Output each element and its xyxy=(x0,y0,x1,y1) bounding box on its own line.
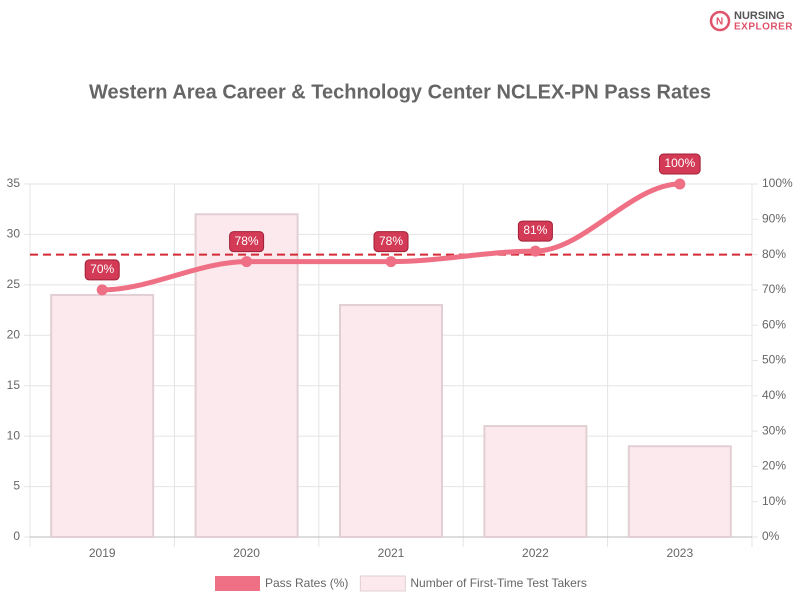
point xyxy=(385,256,397,268)
x-tick-label: 2022 xyxy=(522,546,549,560)
y2-tick-label: 90% xyxy=(762,211,786,225)
data-label-box xyxy=(84,259,120,281)
data-label-box xyxy=(229,231,265,253)
data-label-text: 78% xyxy=(235,234,259,248)
data-label-box xyxy=(658,153,701,175)
legend-label: Pass Rates (%) xyxy=(265,576,348,590)
bar xyxy=(50,293,155,539)
bar xyxy=(627,445,732,539)
y2-tick-label: 100% xyxy=(762,176,793,190)
y2-tick-label: 20% xyxy=(762,459,786,473)
legend-swatch xyxy=(359,575,406,592)
data-label-text: 70% xyxy=(90,262,114,276)
y2-tick-label: 80% xyxy=(762,247,786,261)
y-tick-label: 35 xyxy=(7,176,21,190)
chart-title: Western Area Career & Technology Center … xyxy=(89,81,711,103)
y2-tick-label: 0% xyxy=(762,529,780,543)
bar xyxy=(339,304,443,538)
legend-swatch xyxy=(215,576,260,591)
y-tick-label: 10 xyxy=(7,428,21,442)
data-label-text: 100% xyxy=(664,156,695,170)
y2-tick-label: 10% xyxy=(762,494,786,508)
logo-text: NURSING xyxy=(734,10,785,22)
logo: N NURSING EXPLORER xyxy=(709,10,793,33)
x-tick-label: 2021 xyxy=(378,546,405,560)
data-label: 100% xyxy=(658,153,701,175)
point xyxy=(674,178,686,190)
logo-icon xyxy=(709,10,731,32)
y-tick-label: 20 xyxy=(7,327,21,341)
data-label: 78% xyxy=(373,231,409,253)
bar xyxy=(483,425,588,538)
y2-tick-label: 70% xyxy=(762,282,786,296)
data-label-text: 81% xyxy=(523,223,547,237)
y2-tick-label: 60% xyxy=(762,317,786,331)
data-label: 78% xyxy=(229,231,265,253)
y-tick-label: 30 xyxy=(7,227,21,241)
y2-tick-label: 40% xyxy=(762,388,786,402)
x-tick-label: 2019 xyxy=(89,546,116,560)
point xyxy=(96,284,108,296)
data-label: 81% xyxy=(517,220,553,242)
y-tick-label: 0 xyxy=(13,529,20,543)
logo-icon-letter: N xyxy=(716,17,723,28)
y2-tick-label: 50% xyxy=(762,353,786,367)
y-tick-label: 5 xyxy=(13,479,20,493)
logo-text: EXPLORER xyxy=(734,22,793,33)
y-tick-label: 25 xyxy=(7,277,21,291)
data-label-box xyxy=(517,220,553,242)
point xyxy=(241,256,253,268)
x-tick-label: 2023 xyxy=(666,546,693,560)
point xyxy=(529,245,541,257)
legend: Pass Rates (%) Number of First-Time Test … xyxy=(215,575,587,592)
data-label-text: 78% xyxy=(379,234,403,248)
data-label: 70% xyxy=(84,259,120,281)
legend-label: Number of First-Time Test Takers xyxy=(410,576,586,590)
y-tick-label: 15 xyxy=(7,378,21,392)
x-tick-label: 2020 xyxy=(233,546,260,560)
data-label-box xyxy=(373,231,409,253)
y2-tick-label: 30% xyxy=(762,423,786,437)
